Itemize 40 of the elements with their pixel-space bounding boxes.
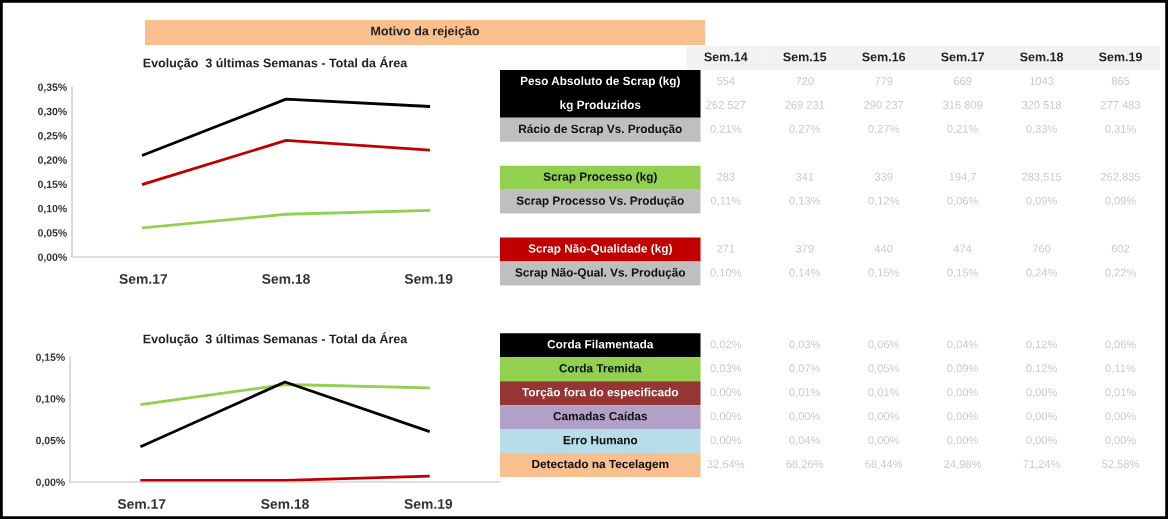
chart-title: Evolução 3 últimas Semanas - Total da Área	[143, 332, 408, 346]
category-label: Camadas Caídas	[553, 411, 648, 421]
y-tick-label: 0,15%	[38, 180, 67, 190]
x-tick-label: Sem.19	[404, 499, 453, 509]
category-label: Corda Tremida	[559, 363, 642, 373]
y-tick-label: 0,00%	[36, 478, 65, 488]
y-tick-label: 0,15%	[36, 353, 65, 363]
category-label: Sem.14	[704, 52, 748, 62]
y-tick-label: 0,20%	[38, 156, 67, 166]
category-label: Scrap Não-Qual. Vs. Produção	[515, 267, 686, 279]
category-label: Corda Filamentada	[547, 339, 654, 349]
y-tick-label: 0,10%	[38, 204, 67, 214]
y-tick-label: 0,05%	[36, 436, 65, 446]
x-tick-label: Sem.18	[261, 499, 309, 509]
y-tick-label: 0,10%	[36, 395, 65, 405]
x-tick-label: Sem.18	[262, 274, 310, 284]
x-tick-label: Sem.17	[119, 274, 168, 284]
y-tick-label: 0,25%	[38, 132, 67, 141]
category-label: kg Produzidos	[560, 100, 641, 112]
text: Motivo da rejeição	[371, 26, 480, 38]
category-label: Scrap Não-Qualidade (kg)	[528, 244, 672, 256]
category-label: Sem.16	[862, 52, 906, 62]
category-label: Sem.18	[1020, 52, 1064, 62]
x-tick-label: Sem.17	[117, 499, 166, 509]
y-tick-label: 0,35%	[38, 83, 67, 93]
category-label: Sem.19	[1099, 52, 1142, 62]
category-label: Erro Humano	[563, 436, 638, 445]
category-label: Torção fora do especificado	[522, 387, 679, 399]
y-tick-label: 0,30%	[38, 107, 67, 117]
category-label: Scrap Processo (kg)	[543, 172, 657, 184]
category-label: Rácio de Scrap Vs. Produção	[519, 124, 682, 136]
y-tick-label: 0,00%	[38, 253, 67, 263]
y-tick-label: 0,05%	[38, 229, 67, 239]
category-label: Detectado na Tecelagem	[532, 459, 669, 471]
category-label: Scrap Processo Vs. Produção	[516, 196, 684, 208]
category-label: Sem.17	[941, 52, 984, 62]
category-label: Sem.15	[783, 52, 827, 62]
chart-title: Evolução 3 últimas Semanas - Total da Área	[143, 56, 408, 70]
category-label: Peso Absoluto de Scrap (kg)	[520, 76, 680, 88]
x-tick-label: Sem.19	[404, 274, 453, 284]
